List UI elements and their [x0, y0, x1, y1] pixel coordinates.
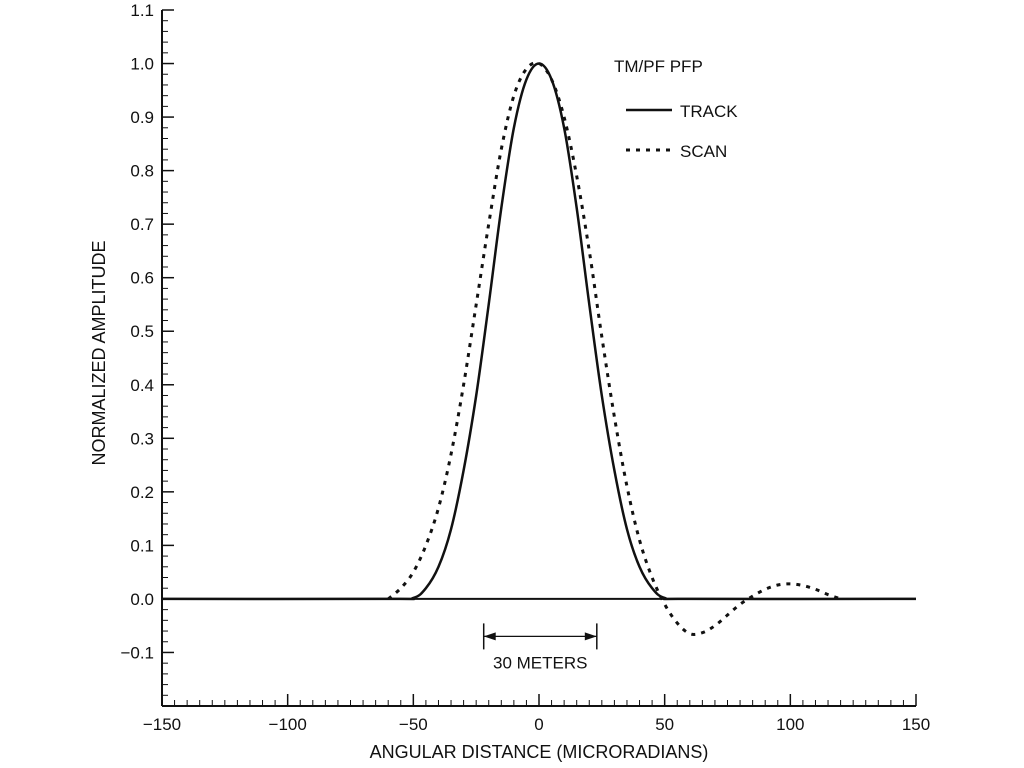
y-tick-label: 0.1 [130, 536, 154, 555]
dimension-arrow-left-icon [483, 632, 496, 641]
x-tick-label: −150 [143, 715, 181, 734]
axis-tick-labels: −0.1 0.0 0.1 0.2 0.3 0.4 0.5 0.6 0.7 0.8 0.9 1.0 1.1… [120, 1, 930, 734]
x-tick-label: −100 [269, 715, 307, 734]
x-tick-label: 100 [776, 715, 804, 734]
y-tick-label: 0.5 [130, 322, 154, 341]
x-axis-title: ANGULAR DISTANCE (MICRORADIANS) [370, 742, 709, 762]
y-tick-label: 1.1 [130, 1, 154, 20]
y-tick-label: 0.4 [130, 376, 154, 395]
y-tick-label: 0.8 [130, 162, 154, 181]
series-line-track [161, 62, 917, 601]
y-tick-label: −0.1 [120, 643, 154, 662]
x-tick-label: 0 [534, 715, 543, 734]
plot-frame [161, 10, 916, 707]
series-layer [161, 61, 917, 636]
x-tick-label: 150 [902, 715, 930, 734]
y-tick-label: 1.0 [130, 55, 154, 74]
dimension-arrow-right-icon [584, 632, 597, 641]
y-tick-label: 0.0 [130, 590, 154, 609]
y-tick-label: 0.6 [130, 269, 154, 288]
y-tick-label: 0.7 [130, 215, 154, 234]
legend-label-scan: SCAN [680, 142, 727, 161]
x-tick-label: 50 [655, 715, 674, 734]
legend-label-track: TRACK [680, 102, 738, 121]
y-tick-label: 0.2 [130, 483, 154, 502]
y-tick-label: 0.9 [130, 108, 154, 127]
y-tick-label: 0.3 [130, 429, 154, 448]
annotation-layer: 30 METERS [482, 623, 598, 672]
y-axis-title: NORMALIZED AMPLITUDE [89, 240, 109, 465]
legend-title: TM/PF PFP [614, 57, 703, 76]
dimension-label: 30 METERS [493, 653, 587, 672]
axis-ticks [161, 9, 917, 706]
x-tick-label: −50 [399, 715, 428, 734]
legend: TM/PF PFP TRACK SCAN [614, 57, 738, 161]
series-line-scan [387, 61, 842, 636]
